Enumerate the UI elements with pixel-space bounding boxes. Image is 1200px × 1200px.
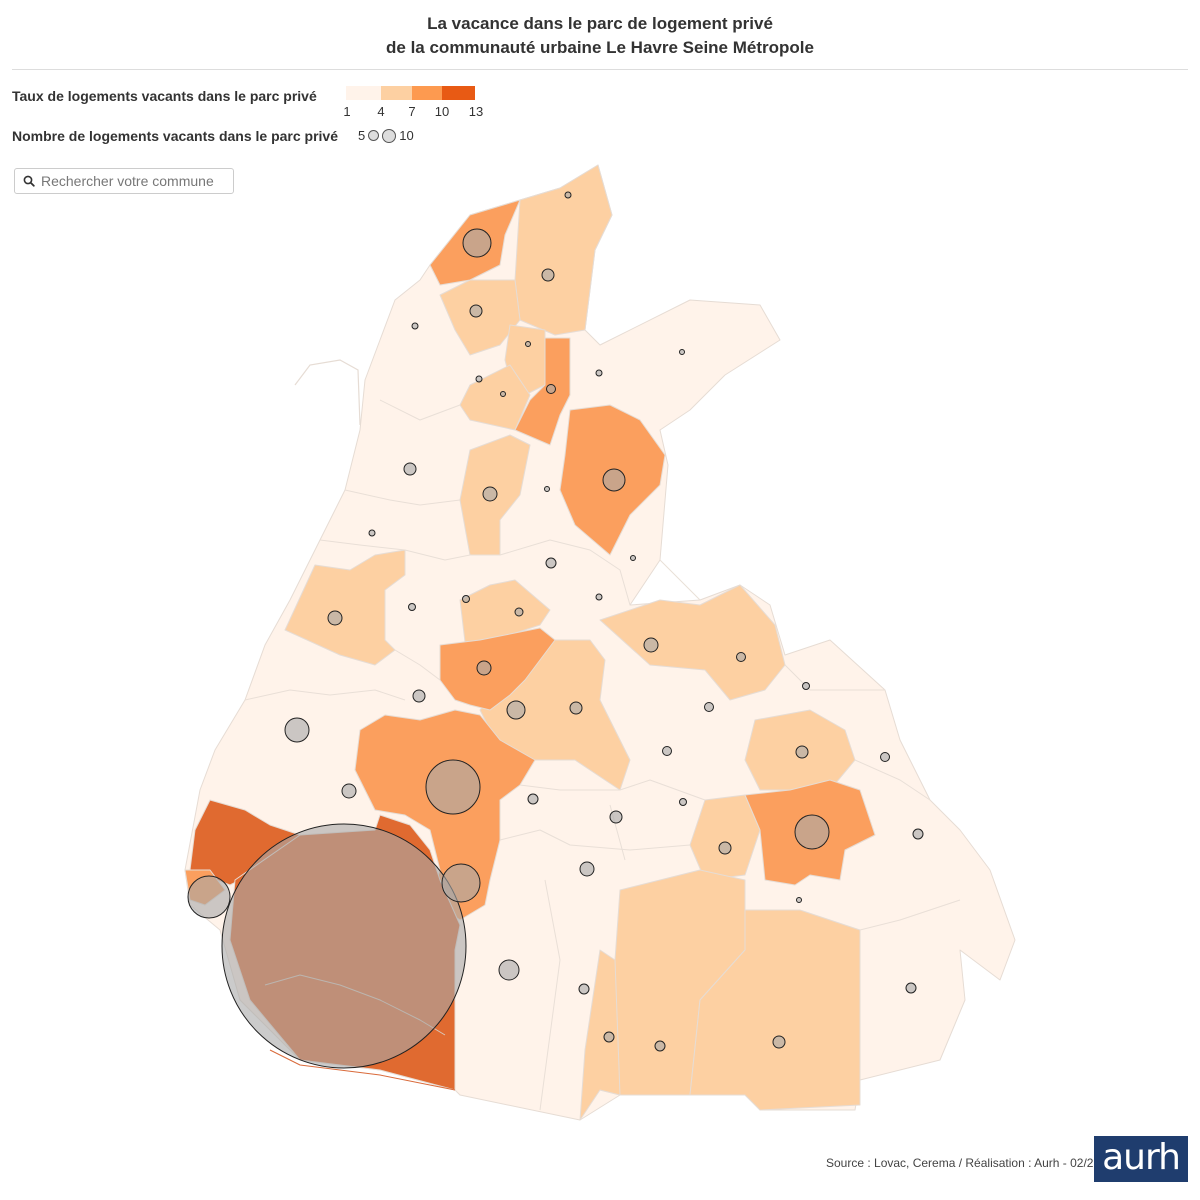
count-legend-label: Nombre de logements vacants dans le parc… <box>12 128 339 144</box>
aurh-logo: aurh <box>1094 1136 1188 1182</box>
bubble-center-5[interactable] <box>514 607 524 617</box>
rate-tick-13: 13 <box>468 104 484 119</box>
rate-scale-bin-4 <box>442 86 475 100</box>
bubble-saint-romain[interactable] <box>794 814 830 850</box>
rate-tick-10: 10 <box>434 104 450 119</box>
bubble-layer <box>187 191 924 1069</box>
commune-south-3[interactable] <box>579 949 621 1121</box>
bubble-south-5[interactable] <box>578 983 590 995</box>
bubble-east-2[interactable] <box>795 745 809 759</box>
map-title-line-1: La vacance dans le parc de logement priv… <box>427 14 773 33</box>
rate-tick-7: 7 <box>408 104 416 119</box>
bubble-east-1[interactable] <box>643 637 659 653</box>
bubble-west-2[interactable] <box>341 783 357 799</box>
count-min-value: 5 <box>358 128 366 143</box>
bubble-east-8[interactable] <box>912 828 924 840</box>
bubble-east-3[interactable] <box>718 841 732 855</box>
bubble-octeville[interactable] <box>284 717 310 743</box>
bubble-center-6[interactable] <box>462 595 470 603</box>
commune-north-strip[interactable] <box>514 337 571 446</box>
bubble-west-1[interactable] <box>327 610 343 626</box>
commune-west-1[interactable] <box>284 549 406 666</box>
count-max-value: 10 <box>399 128 414 143</box>
title-divider <box>12 69 1188 70</box>
count-size-legend: 5 10 <box>358 128 414 143</box>
bubble-center-2[interactable] <box>569 701 583 715</box>
bubble-west-3[interactable] <box>412 689 426 703</box>
bubble-north-7[interactable] <box>525 341 531 347</box>
bubble-criquetot[interactable] <box>602 468 626 492</box>
bubble-north-8[interactable] <box>500 391 506 397</box>
bubble-south-1[interactable] <box>498 959 520 981</box>
bubble-center-9[interactable] <box>630 555 636 561</box>
bubble-center-3[interactable] <box>527 793 539 805</box>
commune-south-2[interactable] <box>689 909 861 1111</box>
rate-scale-bin-1 <box>346 86 381 100</box>
bubble-montivilliers[interactable] <box>506 700 526 720</box>
bubble-east-5[interactable] <box>704 702 714 712</box>
bubble-etretat[interactable] <box>462 228 492 258</box>
source-credit: Source : Lovac, Cerema / Réalisation : A… <box>826 1156 1101 1170</box>
bubble-north-6[interactable] <box>564 191 572 199</box>
bubble-south-center[interactable] <box>579 861 595 877</box>
bubble-south-4[interactable] <box>603 1031 615 1043</box>
bubble-north-4[interactable] <box>475 375 483 383</box>
map-title: La vacance dans le parc de logement priv… <box>0 12 1200 60</box>
bubble-east-11[interactable] <box>796 897 802 903</box>
commune-center-west[interactable] <box>439 627 556 711</box>
bubble-center-north[interactable] <box>482 486 498 502</box>
choropleth-map[interactable] <box>170 150 1030 1130</box>
bubble-center-west[interactable] <box>476 660 492 676</box>
bubble-north-west[interactable] <box>403 462 417 476</box>
bubble-north-2[interactable] <box>469 304 483 318</box>
commune-search-box[interactable] <box>14 168 234 194</box>
bubble-east-9[interactable] <box>679 798 687 806</box>
bubble-le-havre[interactable] <box>221 823 467 1069</box>
bubble-west-5[interactable] <box>368 529 376 537</box>
rate-tick-4: 4 <box>377 104 385 119</box>
bubble-east-7[interactable] <box>880 752 890 762</box>
commune-harfleur-area[interactable] <box>354 709 536 921</box>
map-title-line-2: de la communauté urbaine Le Havre Seine … <box>386 38 814 57</box>
rate-scale-bin-2 <box>381 86 412 100</box>
bubble-south-2[interactable] <box>654 1040 666 1052</box>
bubble-center-4[interactable] <box>545 557 557 569</box>
bubble-harfleur[interactable] <box>425 759 481 815</box>
bubble-north-east-2[interactable] <box>679 349 685 355</box>
bubble-east-4[interactable] <box>662 746 672 756</box>
bubble-east-6[interactable] <box>736 652 746 662</box>
rate-tick-1: 1 <box>343 104 351 119</box>
bubble-center-8[interactable] <box>544 486 550 492</box>
rate-legend-label: Taux de logements vacants dans le parc p… <box>12 88 317 104</box>
bubble-gonfreville[interactable] <box>441 863 481 903</box>
bubble-north-5[interactable] <box>595 369 603 377</box>
bubble-south-east[interactable] <box>905 982 917 994</box>
bubble-east-10[interactable] <box>802 682 810 690</box>
bubble-center-7[interactable] <box>595 593 603 601</box>
small-bubble-icon <box>368 130 380 141</box>
bubble-north-strip[interactable] <box>546 384 556 394</box>
commune-search-input[interactable] <box>41 173 221 189</box>
bubble-north-1[interactable] <box>541 268 555 282</box>
commune-north-1[interactable] <box>514 164 613 336</box>
bubble-north-3[interactable] <box>411 322 419 330</box>
rate-scale-bin-3 <box>412 86 442 100</box>
bubble-west-4[interactable] <box>408 603 416 611</box>
bubble-sainte-adresse[interactable] <box>187 875 231 919</box>
bubble-south-3[interactable] <box>772 1035 786 1049</box>
search-icon <box>23 175 41 187</box>
bubble-south-center-2[interactable] <box>609 810 623 824</box>
large-bubble-icon <box>382 128 397 143</box>
